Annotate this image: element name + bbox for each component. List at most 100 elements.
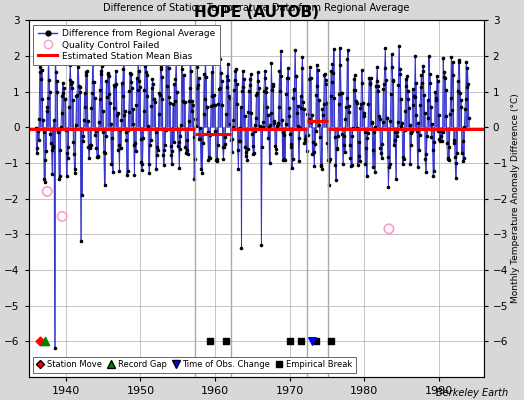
Point xyxy=(247,110,256,116)
Point xyxy=(58,93,67,99)
Point xyxy=(79,133,88,139)
Point xyxy=(217,78,226,84)
Point xyxy=(340,142,348,148)
Point xyxy=(271,146,280,152)
Point xyxy=(58,213,67,220)
Point xyxy=(324,156,332,163)
Point xyxy=(303,148,311,154)
Point xyxy=(189,102,197,108)
Point xyxy=(158,96,167,102)
Point xyxy=(62,127,70,134)
Point xyxy=(135,68,143,74)
Point xyxy=(287,141,295,147)
Point xyxy=(389,78,398,84)
Point xyxy=(211,128,220,134)
Point xyxy=(354,162,362,168)
Point xyxy=(442,86,450,93)
Point xyxy=(359,100,367,106)
Text: Berkeley Earth: Berkeley Earth xyxy=(436,388,508,398)
Point xyxy=(255,85,263,91)
Point xyxy=(199,140,207,146)
Point xyxy=(443,140,451,147)
Point xyxy=(238,68,247,74)
Point xyxy=(148,76,157,82)
Point xyxy=(195,136,203,142)
Point xyxy=(313,62,321,68)
Point xyxy=(99,128,107,135)
Point xyxy=(364,100,373,107)
Point xyxy=(220,144,228,150)
Point xyxy=(297,338,305,344)
Point xyxy=(70,151,78,157)
Point xyxy=(116,127,124,134)
Point xyxy=(204,129,212,136)
Point xyxy=(181,98,189,105)
Point xyxy=(344,109,353,116)
Point xyxy=(440,74,448,81)
Point xyxy=(265,124,273,130)
Point xyxy=(143,93,151,100)
Point xyxy=(374,83,382,89)
Point xyxy=(159,152,167,158)
Point xyxy=(336,45,344,51)
Point xyxy=(142,53,150,60)
Point xyxy=(328,61,336,67)
Point xyxy=(435,135,444,142)
Point xyxy=(40,179,49,185)
Point xyxy=(357,100,365,107)
Point xyxy=(209,102,217,108)
Point xyxy=(270,118,279,124)
Point xyxy=(295,135,303,142)
Point xyxy=(77,126,85,132)
Point xyxy=(318,166,326,173)
Point xyxy=(300,140,309,146)
Point xyxy=(288,156,297,162)
Point xyxy=(308,112,316,118)
Point xyxy=(222,73,231,79)
Point xyxy=(37,76,45,82)
Point xyxy=(168,148,177,154)
Point xyxy=(211,102,219,108)
Point xyxy=(414,147,423,154)
Point xyxy=(460,154,468,161)
Point xyxy=(110,105,118,112)
Point xyxy=(311,141,319,148)
Point xyxy=(141,63,149,70)
Point xyxy=(194,82,202,88)
Point xyxy=(395,43,403,49)
Point xyxy=(112,68,120,74)
Point xyxy=(177,122,185,128)
Point xyxy=(40,176,48,182)
Point xyxy=(245,88,253,94)
Point xyxy=(243,157,252,164)
Point xyxy=(96,86,104,93)
Point xyxy=(138,167,146,174)
Point xyxy=(323,140,332,146)
Point xyxy=(191,156,199,162)
Point xyxy=(138,161,147,167)
Point xyxy=(194,75,203,81)
Point xyxy=(210,92,219,98)
Point xyxy=(67,78,75,85)
Point xyxy=(133,87,141,93)
Point xyxy=(128,85,136,92)
Point xyxy=(297,93,305,100)
Point xyxy=(73,92,81,98)
Point xyxy=(226,120,234,127)
Point xyxy=(317,162,325,169)
Point xyxy=(429,147,437,154)
Point xyxy=(368,120,376,126)
Point xyxy=(202,103,211,110)
Point xyxy=(248,131,256,137)
Point xyxy=(329,70,337,76)
Point xyxy=(455,57,463,63)
Point xyxy=(123,172,131,178)
Point xyxy=(386,160,394,167)
Point xyxy=(60,84,68,91)
Point xyxy=(282,91,290,98)
Point xyxy=(358,80,366,86)
Point xyxy=(219,144,227,150)
Point xyxy=(244,109,253,116)
Point xyxy=(93,154,101,161)
Point xyxy=(117,117,126,124)
